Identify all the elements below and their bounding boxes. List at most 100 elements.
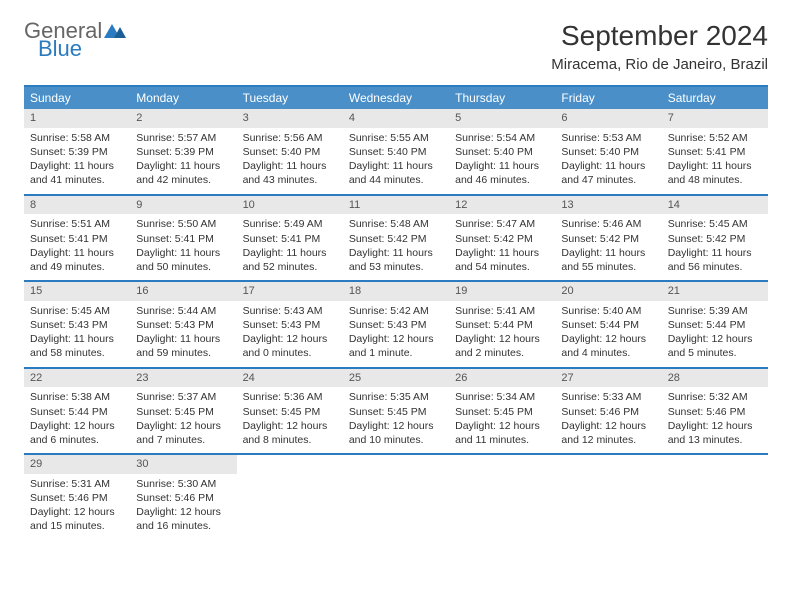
daylight-line1: Daylight: 12 hours <box>30 419 124 433</box>
sunrise-text: Sunrise: 5:49 AM <box>243 217 337 231</box>
calendar-day: 15Sunrise: 5:45 AMSunset: 5:43 PMDayligh… <box>24 282 130 367</box>
calendar-day: 23Sunrise: 5:37 AMSunset: 5:45 PMDayligh… <box>130 369 236 454</box>
daylight-line2: and 2 minutes. <box>455 346 549 360</box>
day-number: 22 <box>24 369 130 388</box>
day-body: Sunrise: 5:30 AMSunset: 5:46 PMDaylight:… <box>130 474 236 540</box>
daylight-line2: and 59 minutes. <box>136 346 230 360</box>
day-number: 15 <box>24 282 130 301</box>
sunrise-text: Sunrise: 5:30 AM <box>136 477 230 491</box>
calendar-week: 22Sunrise: 5:38 AMSunset: 5:44 PMDayligh… <box>24 369 768 456</box>
calendar-day: 25Sunrise: 5:35 AMSunset: 5:45 PMDayligh… <box>343 369 449 454</box>
calendar-day: 16Sunrise: 5:44 AMSunset: 5:43 PMDayligh… <box>130 282 236 367</box>
daylight-line1: Daylight: 12 hours <box>136 419 230 433</box>
daylight-line1: Daylight: 11 hours <box>243 159 337 173</box>
sunset-text: Sunset: 5:40 PM <box>455 145 549 159</box>
calendar-day: 10Sunrise: 5:49 AMSunset: 5:41 PMDayligh… <box>237 196 343 281</box>
day-body: Sunrise: 5:49 AMSunset: 5:41 PMDaylight:… <box>237 214 343 280</box>
calendar-day: 12Sunrise: 5:47 AMSunset: 5:42 PMDayligh… <box>449 196 555 281</box>
daylight-line1: Daylight: 12 hours <box>455 332 549 346</box>
daylight-line1: Daylight: 12 hours <box>668 419 762 433</box>
day-number: 14 <box>662 196 768 215</box>
daylight-line1: Daylight: 12 hours <box>668 332 762 346</box>
sunrise-text: Sunrise: 5:54 AM <box>455 131 549 145</box>
daylight-line1: Daylight: 12 hours <box>243 332 337 346</box>
sunset-text: Sunset: 5:39 PM <box>136 145 230 159</box>
calendar-day: 26Sunrise: 5:34 AMSunset: 5:45 PMDayligh… <box>449 369 555 454</box>
calendar-day: 2Sunrise: 5:57 AMSunset: 5:39 PMDaylight… <box>130 109 236 194</box>
dow-header: Saturday <box>662 87 768 109</box>
daylight-line1: Daylight: 12 hours <box>349 332 443 346</box>
day-body: Sunrise: 5:32 AMSunset: 5:46 PMDaylight:… <box>662 387 768 453</box>
sunset-text: Sunset: 5:44 PM <box>668 318 762 332</box>
daylight-line2: and 7 minutes. <box>136 433 230 447</box>
daylight-line2: and 13 minutes. <box>668 433 762 447</box>
sunrise-text: Sunrise: 5:46 AM <box>561 217 655 231</box>
daylight-line1: Daylight: 11 hours <box>243 246 337 260</box>
day-body: Sunrise: 5:55 AMSunset: 5:40 PMDaylight:… <box>343 128 449 194</box>
daylight-line2: and 43 minutes. <box>243 173 337 187</box>
day-body: Sunrise: 5:44 AMSunset: 5:43 PMDaylight:… <box>130 301 236 367</box>
day-number: 28 <box>662 369 768 388</box>
sunrise-text: Sunrise: 5:45 AM <box>30 304 124 318</box>
calendar-day-empty <box>449 455 555 540</box>
daylight-line2: and 50 minutes. <box>136 260 230 274</box>
sunset-text: Sunset: 5:39 PM <box>30 145 124 159</box>
day-body: Sunrise: 5:42 AMSunset: 5:43 PMDaylight:… <box>343 301 449 367</box>
sunrise-text: Sunrise: 5:45 AM <box>668 217 762 231</box>
sunrise-text: Sunrise: 5:36 AM <box>243 390 337 404</box>
daylight-line1: Daylight: 11 hours <box>30 159 124 173</box>
dow-header: Friday <box>555 87 661 109</box>
day-body: Sunrise: 5:47 AMSunset: 5:42 PMDaylight:… <box>449 214 555 280</box>
calendar-day: 21Sunrise: 5:39 AMSunset: 5:44 PMDayligh… <box>662 282 768 367</box>
day-number: 26 <box>449 369 555 388</box>
daylight-line2: and 47 minutes. <box>561 173 655 187</box>
daylight-line2: and 48 minutes. <box>668 173 762 187</box>
daylight-line1: Daylight: 12 hours <box>561 419 655 433</box>
sunset-text: Sunset: 5:42 PM <box>349 232 443 246</box>
sunrise-text: Sunrise: 5:42 AM <box>349 304 443 318</box>
day-body: Sunrise: 5:54 AMSunset: 5:40 PMDaylight:… <box>449 128 555 194</box>
daylight-line1: Daylight: 12 hours <box>243 419 337 433</box>
calendar-day-empty <box>555 455 661 540</box>
daylight-line2: and 12 minutes. <box>561 433 655 447</box>
day-body: Sunrise: 5:35 AMSunset: 5:45 PMDaylight:… <box>343 387 449 453</box>
day-body: Sunrise: 5:51 AMSunset: 5:41 PMDaylight:… <box>24 214 130 280</box>
day-number: 27 <box>555 369 661 388</box>
sunset-text: Sunset: 5:43 PM <box>349 318 443 332</box>
daylight-line2: and 16 minutes. <box>136 519 230 533</box>
day-body: Sunrise: 5:53 AMSunset: 5:40 PMDaylight:… <box>555 128 661 194</box>
day-body: Sunrise: 5:34 AMSunset: 5:45 PMDaylight:… <box>449 387 555 453</box>
sunset-text: Sunset: 5:46 PM <box>561 405 655 419</box>
daylight-line1: Daylight: 11 hours <box>349 159 443 173</box>
sunset-text: Sunset: 5:42 PM <box>561 232 655 246</box>
day-number: 25 <box>343 369 449 388</box>
day-number: 20 <box>555 282 661 301</box>
sunrise-text: Sunrise: 5:34 AM <box>455 390 549 404</box>
calendar-day: 1Sunrise: 5:58 AMSunset: 5:39 PMDaylight… <box>24 109 130 194</box>
day-body: Sunrise: 5:41 AMSunset: 5:44 PMDaylight:… <box>449 301 555 367</box>
daylight-line2: and 1 minute. <box>349 346 443 360</box>
calendar-week: 1Sunrise: 5:58 AMSunset: 5:39 PMDaylight… <box>24 109 768 196</box>
daylight-line1: Daylight: 11 hours <box>561 159 655 173</box>
daylight-line2: and 5 minutes. <box>668 346 762 360</box>
daylight-line2: and 56 minutes. <box>668 260 762 274</box>
sunrise-text: Sunrise: 5:31 AM <box>30 477 124 491</box>
logo-text-blue: Blue <box>38 38 126 60</box>
calendar-day: 7Sunrise: 5:52 AMSunset: 5:41 PMDaylight… <box>662 109 768 194</box>
day-number: 6 <box>555 109 661 128</box>
sunset-text: Sunset: 5:45 PM <box>455 405 549 419</box>
calendar-day: 18Sunrise: 5:42 AMSunset: 5:43 PMDayligh… <box>343 282 449 367</box>
calendar-day: 17Sunrise: 5:43 AMSunset: 5:43 PMDayligh… <box>237 282 343 367</box>
daylight-line1: Daylight: 11 hours <box>561 246 655 260</box>
daylight-line2: and 49 minutes. <box>30 260 124 274</box>
daylight-line1: Daylight: 12 hours <box>561 332 655 346</box>
dow-header: Monday <box>130 87 236 109</box>
daylight-line1: Daylight: 11 hours <box>455 246 549 260</box>
calendar-day: 14Sunrise: 5:45 AMSunset: 5:42 PMDayligh… <box>662 196 768 281</box>
sunset-text: Sunset: 5:44 PM <box>30 405 124 419</box>
daylight-line1: Daylight: 12 hours <box>349 419 443 433</box>
day-number: 5 <box>449 109 555 128</box>
calendar-week: 29Sunrise: 5:31 AMSunset: 5:46 PMDayligh… <box>24 455 768 540</box>
sunset-text: Sunset: 5:40 PM <box>243 145 337 159</box>
day-number: 18 <box>343 282 449 301</box>
